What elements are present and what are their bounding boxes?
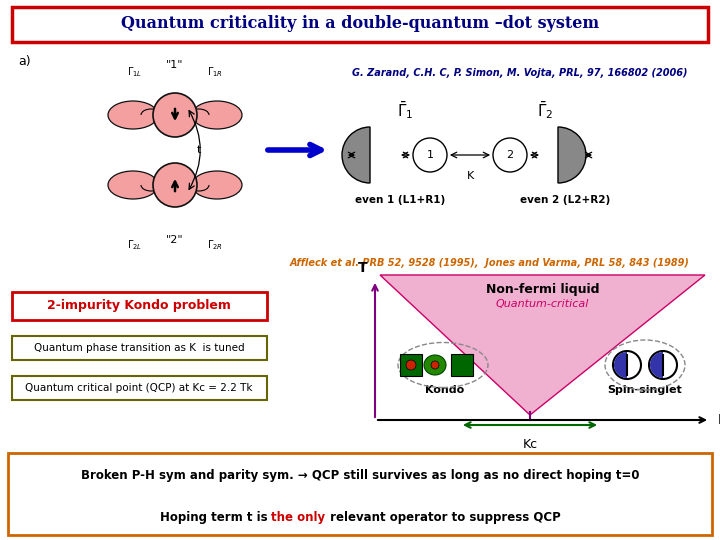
Polygon shape [380,275,705,415]
Circle shape [493,138,527,172]
Circle shape [431,361,439,369]
Text: even 2 (L2+R2): even 2 (L2+R2) [520,195,610,205]
Text: a): a) [18,55,31,68]
Text: $\bar{\Gamma}_2$: $\bar{\Gamma}_2$ [537,99,553,121]
Text: $\Gamma_{1L}$: $\Gamma_{1L}$ [127,65,143,79]
Text: Hoping term t is: Hoping term t is [160,510,271,523]
FancyBboxPatch shape [451,354,473,376]
Text: Quantum critical point (QCP) at Kc = 2.2 Tk: Quantum critical point (QCP) at Kc = 2.2… [25,383,253,393]
Ellipse shape [192,171,242,199]
Text: "2": "2" [166,235,184,245]
Text: even 1 (L1+R1): even 1 (L1+R1) [355,195,445,205]
Text: 2-impurity Kondo problem: 2-impurity Kondo problem [47,300,231,313]
Ellipse shape [424,355,446,375]
Text: Kondo: Kondo [426,385,464,395]
Text: K: K [718,413,720,427]
Text: 1: 1 [426,150,433,160]
Text: $\Gamma_{1R}$: $\Gamma_{1R}$ [207,65,223,79]
Text: K: K [467,171,474,181]
Text: 2: 2 [506,150,513,160]
Circle shape [413,138,447,172]
Text: Quantum phase transition as K  is tuned: Quantum phase transition as K is tuned [34,343,244,353]
Wedge shape [614,352,627,378]
Circle shape [153,163,197,207]
Text: Broken P-H sym and parity sym. → QCP still survives as long as no direct hoping : Broken P-H sym and parity sym. → QCP sti… [81,469,639,482]
Text: Spin-singlet: Spin-singlet [608,385,683,395]
FancyBboxPatch shape [8,453,712,535]
Text: $\Gamma_{2R}$: $\Gamma_{2R}$ [207,238,223,252]
Text: T: T [358,261,368,275]
Text: Quantum-critical: Quantum-critical [496,299,589,309]
Circle shape [153,93,197,137]
FancyBboxPatch shape [12,292,267,320]
Wedge shape [342,127,370,183]
Text: $\Gamma_{2L}$: $\Gamma_{2L}$ [127,238,143,252]
Wedge shape [650,352,663,378]
Text: Kc: Kc [523,438,538,451]
FancyBboxPatch shape [12,376,267,400]
Circle shape [406,360,416,370]
Ellipse shape [108,171,158,199]
Text: "1": "1" [166,60,184,70]
Wedge shape [558,127,586,183]
FancyBboxPatch shape [12,336,267,360]
Text: G. Zarand, C.H. C, P. Simon, M. Vojta, PRL, 97, 166802 (2006): G. Zarand, C.H. C, P. Simon, M. Vojta, P… [352,68,688,78]
Circle shape [649,351,677,379]
Text: Quantum criticality in a double-quantum –dot system: Quantum criticality in a double-quantum … [121,16,599,32]
FancyBboxPatch shape [12,7,708,42]
Circle shape [613,351,641,379]
Text: $\bar{\Gamma}_1$: $\bar{\Gamma}_1$ [397,99,413,121]
Text: Non-fermi liquid: Non-fermi liquid [486,283,599,296]
FancyBboxPatch shape [400,354,422,376]
Text: t: t [197,145,202,155]
Ellipse shape [192,101,242,129]
Text: the only: the only [271,510,325,523]
Ellipse shape [108,101,158,129]
Text: relevant operator to suppress QCP: relevant operator to suppress QCP [325,510,560,523]
Text: Affleck et al. PRB 52, 9528 (1995),  Jones and Varma, PRL 58, 843 (1989): Affleck et al. PRB 52, 9528 (1995), Jone… [290,258,690,268]
